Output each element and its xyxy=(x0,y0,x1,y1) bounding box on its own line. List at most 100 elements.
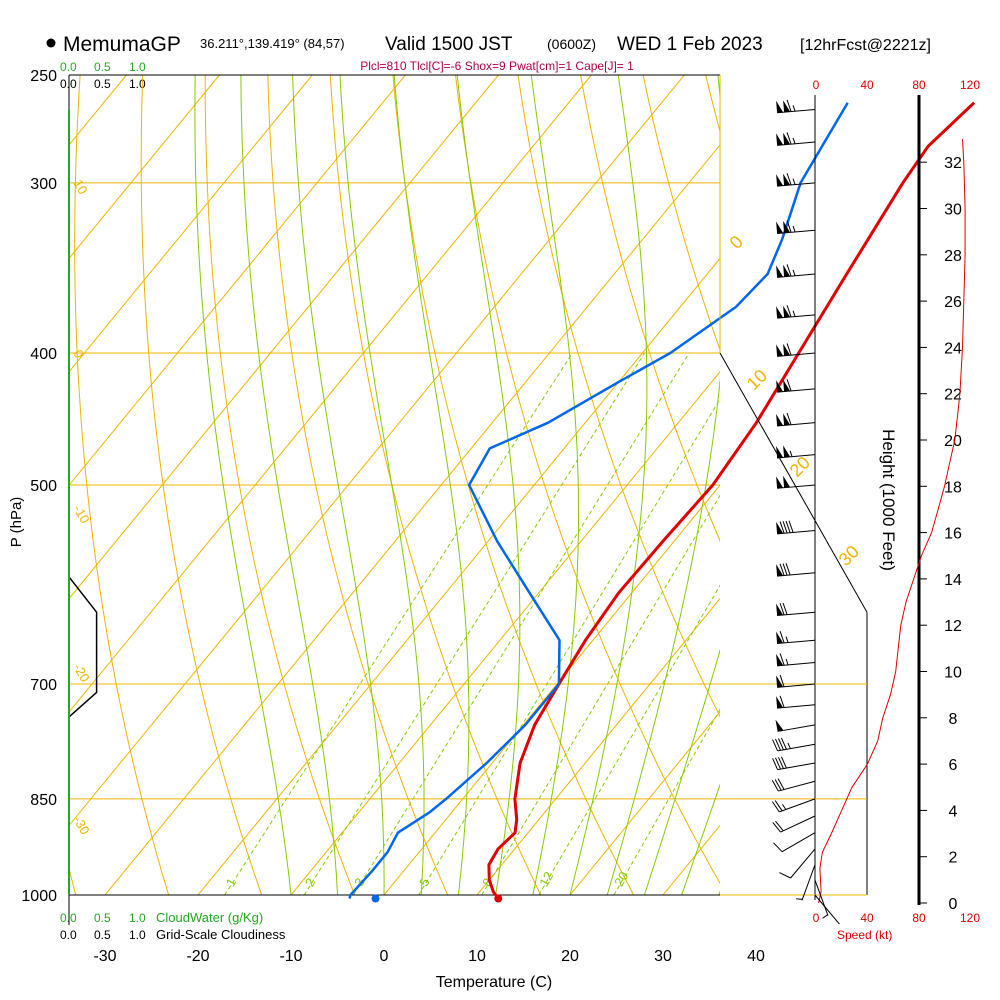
mixing-ratio-label: 12 xyxy=(536,869,556,889)
dewpoint-profile-line xyxy=(348,102,849,899)
x-axis-title: Temperature (C) xyxy=(436,974,552,991)
isotherm-10 xyxy=(476,597,720,895)
wind-barb-staff xyxy=(777,314,816,319)
wind-barb-staff xyxy=(777,611,816,617)
wind-barb xyxy=(776,412,816,427)
moist-adiabat--10 xyxy=(194,75,292,895)
wind-barb-staff xyxy=(801,864,816,901)
wind-barb-staff xyxy=(790,848,816,879)
wind-barb-staff xyxy=(781,832,816,853)
dry-adiabat-320 xyxy=(517,75,720,718)
dry-adiabat-330 xyxy=(580,75,720,542)
cloudiness-line xyxy=(68,576,98,718)
wind-barb-pennant xyxy=(776,476,784,489)
dry-adiabat-270 xyxy=(204,75,356,895)
stability-indices: Plcl=810 Tlcl[C]=-6 Shox=9 Pwat[cm]=1 Ca… xyxy=(360,59,634,73)
isotherm-20 xyxy=(569,711,720,895)
cloudwater-top-tick-2: 1.0 xyxy=(129,60,146,74)
wind-barb-pennant xyxy=(783,343,791,356)
surface-temperature-point xyxy=(494,894,503,903)
wind-barb-half-flag xyxy=(792,225,796,233)
mixing-ratio-8 xyxy=(481,494,720,895)
wind-barb-flag xyxy=(772,758,779,770)
wind-barb-pennant xyxy=(783,132,791,145)
height-label-22: 22 xyxy=(944,387,962,404)
wind-barb-pennant xyxy=(783,173,791,186)
wind-barb-staff xyxy=(777,762,816,771)
moist-adiabat-8 xyxy=(393,75,470,895)
moist-adiabat-32 xyxy=(681,783,720,895)
pressure-label-700: 700 xyxy=(30,677,57,694)
wind-barb xyxy=(776,475,816,489)
wind-barb-flag xyxy=(786,264,792,277)
wind-barb-flag xyxy=(779,631,785,644)
height-label-20: 20 xyxy=(944,433,962,450)
temp-label-30: 30 xyxy=(654,948,672,965)
wind-barb-half-flag xyxy=(785,658,789,666)
wind-barb-flag xyxy=(773,842,783,853)
speed-top-tick-2: 80 xyxy=(912,78,926,92)
dry-adiabat-370 xyxy=(831,75,1000,895)
wind-barb xyxy=(771,778,816,792)
cloudiness-label: Grid-Scale Cloudiness xyxy=(156,927,286,942)
moist-adiabat-0 xyxy=(292,75,385,895)
cloudiness-top-tick-2: 1.0 xyxy=(129,77,146,91)
wind-barb xyxy=(775,719,816,732)
wind-barb-pennant xyxy=(776,100,784,113)
surface-dewpoint-point xyxy=(371,894,380,903)
wind-barb-staff xyxy=(777,182,816,187)
speed-top-tick-3: 120 xyxy=(960,78,980,92)
isotherm--20 xyxy=(197,257,720,895)
wind-barb-staff xyxy=(777,743,816,752)
wind-barb-pennant xyxy=(783,413,791,426)
wind-barb-flag xyxy=(779,695,785,708)
cloudiness-bottom-tick-2: 1.0 xyxy=(129,928,146,942)
mixing-ratio-label: 2 xyxy=(302,875,319,889)
wind-barb xyxy=(772,815,816,833)
wind-barb-pennant xyxy=(776,174,784,187)
wind-barb-staff xyxy=(777,572,816,577)
wind-barb-flag xyxy=(780,756,787,769)
upper-panel-label-1: 10 xyxy=(743,366,771,394)
wind-barb-pennant xyxy=(776,344,784,357)
wind-barb-flag xyxy=(782,602,788,615)
valid-date: WED 1 Feb 2023 xyxy=(617,34,763,55)
grid-lines xyxy=(68,74,1000,925)
wind-barb xyxy=(776,379,816,393)
speed-bottom-tick-2: 80 xyxy=(912,911,926,925)
wind-barb-pennant xyxy=(776,221,784,234)
wind-barb-flag xyxy=(771,779,779,792)
pressure-label-500: 500 xyxy=(30,478,57,495)
wind-barb-pennant xyxy=(776,414,784,426)
moist-adiabat--5 xyxy=(240,75,338,895)
wind-barb xyxy=(776,173,816,187)
wind-barb xyxy=(776,631,816,644)
wind-barb-pennant xyxy=(783,379,791,392)
wind-barb-half-flag xyxy=(792,310,796,317)
cloudwater-label: CloudWater (g/Kg) xyxy=(156,910,263,925)
wind-barb-flag xyxy=(772,822,781,833)
wind-barb xyxy=(776,602,816,617)
speed-bottom-tick-0: 0 xyxy=(813,911,820,925)
cloudiness-bottom-tick-1: 0.5 xyxy=(94,928,111,942)
dry-adiabat-340 xyxy=(642,75,720,352)
temp-label--10: -10 xyxy=(279,948,302,965)
mixing-ratio-1 xyxy=(224,352,573,895)
forecast-info: [12hrFcst@2221z] xyxy=(800,37,931,54)
wind-barb xyxy=(776,132,816,146)
wind-barb-flag xyxy=(772,739,779,752)
wind-barb-half-flag xyxy=(792,269,796,276)
wind-barb-pennant xyxy=(776,675,784,688)
wind-barb-half-flag xyxy=(822,914,828,919)
mixing-ratio-label: 8 xyxy=(479,875,496,889)
wind-barb-flag xyxy=(779,653,785,666)
wind-speed-line xyxy=(818,139,966,904)
upper-panel-label-0: 0 xyxy=(726,232,747,253)
dry-adiabat-300 xyxy=(392,75,635,895)
wind-barb xyxy=(773,832,816,853)
wind-barb-flag xyxy=(782,521,788,534)
wind-barb-flag xyxy=(786,412,792,425)
height-label-26: 26 xyxy=(944,294,962,311)
